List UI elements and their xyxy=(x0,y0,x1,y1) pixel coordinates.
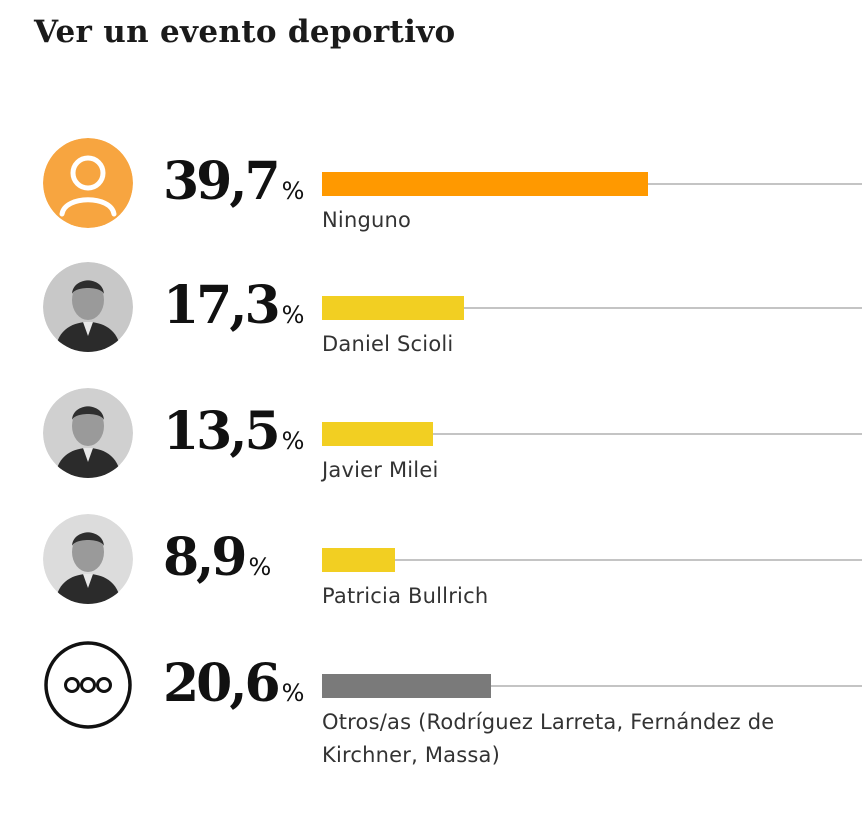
bar-track xyxy=(322,307,862,309)
percent-sign: % xyxy=(248,553,272,581)
value-number: 8,9 xyxy=(163,527,247,588)
value-label: 17,3% xyxy=(163,280,304,332)
value-number: 17,3 xyxy=(163,275,281,336)
value-number: 13,5 xyxy=(163,401,281,462)
percent-sign: % xyxy=(281,301,305,329)
value-label: 20,6% xyxy=(163,658,304,710)
category-label: Ninguno xyxy=(322,208,412,232)
bar-row: 17,3% Daniel Scioli xyxy=(0,262,862,392)
category-label: Otros/as (Rodríguez Larreta, Fernández d… xyxy=(322,710,775,767)
percent-sign: % xyxy=(281,177,305,205)
value-number: 39,7 xyxy=(163,151,281,212)
bar-row: 13,5% Javier Milei xyxy=(0,388,862,518)
bar-track xyxy=(322,559,862,561)
value-label: 8,9% xyxy=(163,532,271,584)
portrait-icon xyxy=(43,388,133,478)
category-label: Daniel Scioli xyxy=(322,332,454,356)
bar xyxy=(322,422,433,446)
chart-title: Ver un evento deportivo xyxy=(34,14,456,50)
value-label: 13,5% xyxy=(163,406,304,458)
value-label: 39,7% xyxy=(163,156,304,208)
percent-sign: % xyxy=(281,427,305,455)
category-label: Javier Milei xyxy=(322,458,439,482)
bar-row: 20,6% Otros/as (Rodríguez Larreta, Fernán… xyxy=(0,640,862,770)
ellipsis-icon xyxy=(43,640,133,730)
bar xyxy=(322,548,395,572)
portrait-icon xyxy=(43,514,133,604)
bar xyxy=(322,296,464,320)
category-label: Patricia Bullrich xyxy=(322,584,489,608)
person-icon xyxy=(43,138,133,228)
bar-row: 39,7% Ninguno xyxy=(0,138,862,268)
bar-row: 8,9% Patricia Bullrich xyxy=(0,514,862,644)
bar-track xyxy=(322,433,862,435)
bar xyxy=(322,674,491,698)
value-number: 20,6 xyxy=(163,653,281,714)
portrait-icon xyxy=(43,262,133,352)
bar-track xyxy=(322,685,862,687)
percent-sign: % xyxy=(281,679,305,707)
bar xyxy=(322,172,648,196)
